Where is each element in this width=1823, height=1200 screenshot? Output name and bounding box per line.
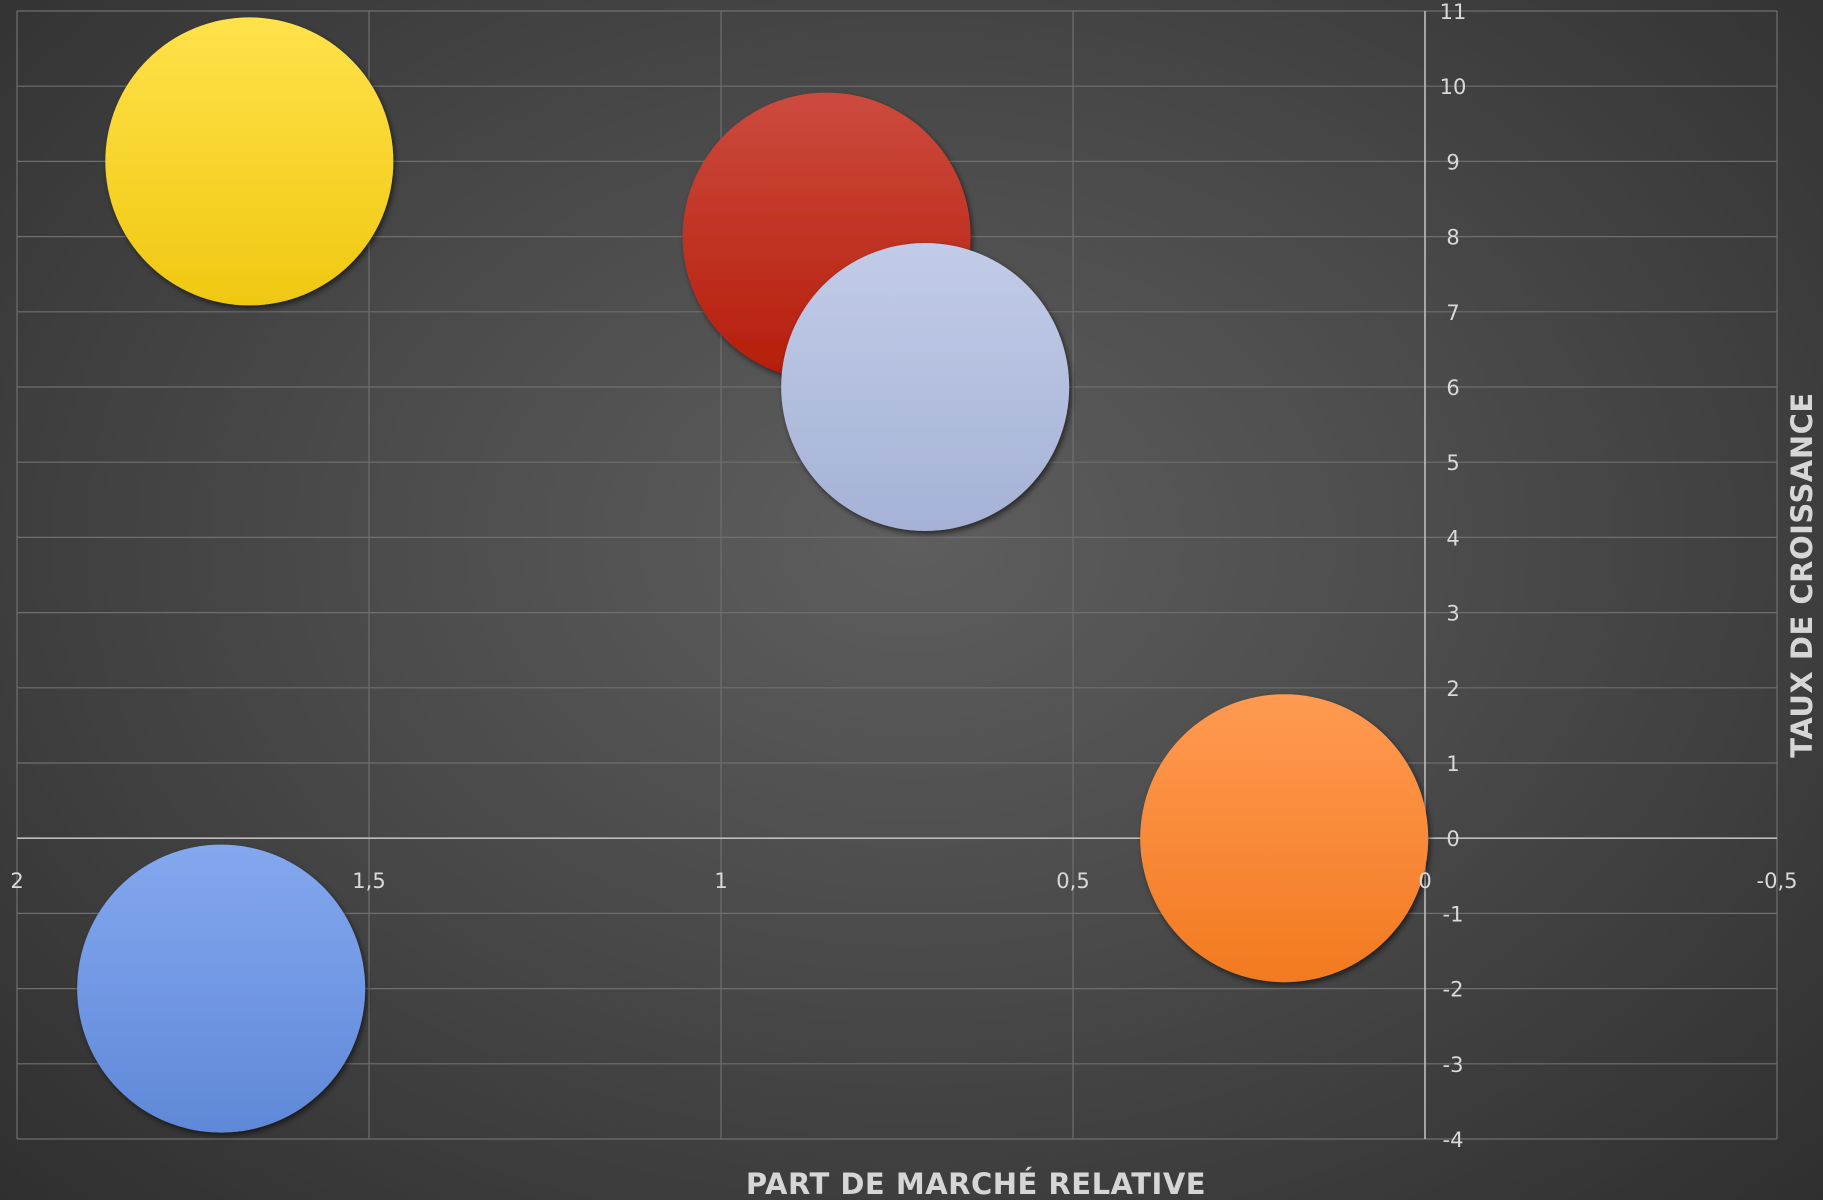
tick-labels: 2 1,5 1 0,5 0 -0,5 -4 -3 -2 -1 0 1 2 3 4 5 6 7 8 9 10 11 <box>10 0 1797 1152</box>
y-tick-label: -2 <box>1443 978 1464 1002</box>
x-tick-label: 1,5 <box>352 869 385 893</box>
y-tick-label: -1 <box>1443 902 1464 926</box>
bubble-2 <box>781 243 1070 531</box>
y-tick-label: 2 <box>1446 677 1459 701</box>
x-tick-label: 1 <box>714 869 727 893</box>
y-tick-label: 8 <box>1446 226 1459 250</box>
y-tick-label: 7 <box>1446 301 1459 325</box>
y-tick-label: -3 <box>1443 1053 1464 1077</box>
y-tick-label: 11 <box>1440 0 1467 24</box>
y-tick-label: 5 <box>1446 451 1459 475</box>
y-tick-label: 6 <box>1446 376 1459 400</box>
x-tick-label: 0,5 <box>1056 869 1089 893</box>
y-tick-label: 0 <box>1446 827 1459 851</box>
y-tick-label: 9 <box>1446 150 1459 174</box>
y-axis-title: TAUX DE CROISSANCE <box>1785 392 1819 757</box>
y-tick-label: 1 <box>1446 752 1459 776</box>
x-tick-label: 0 <box>1418 869 1431 893</box>
y-tick-label: 4 <box>1446 526 1459 550</box>
bubble-4 <box>77 844 366 1133</box>
y-tick-label: 3 <box>1446 602 1459 626</box>
y-tick-label: -4 <box>1443 1128 1464 1152</box>
x-tick-label: -0,5 <box>1757 869 1798 893</box>
x-axis-title: PART DE MARCHÉ RELATIVE <box>746 1167 1206 1200</box>
bubble-0 <box>105 17 394 306</box>
bubble-series <box>77 17 1429 1133</box>
y-tick-label: 10 <box>1440 75 1467 99</box>
x-tick-label: 2 <box>10 869 23 893</box>
bubble-3 <box>1140 694 1429 983</box>
axes <box>17 11 1777 1139</box>
